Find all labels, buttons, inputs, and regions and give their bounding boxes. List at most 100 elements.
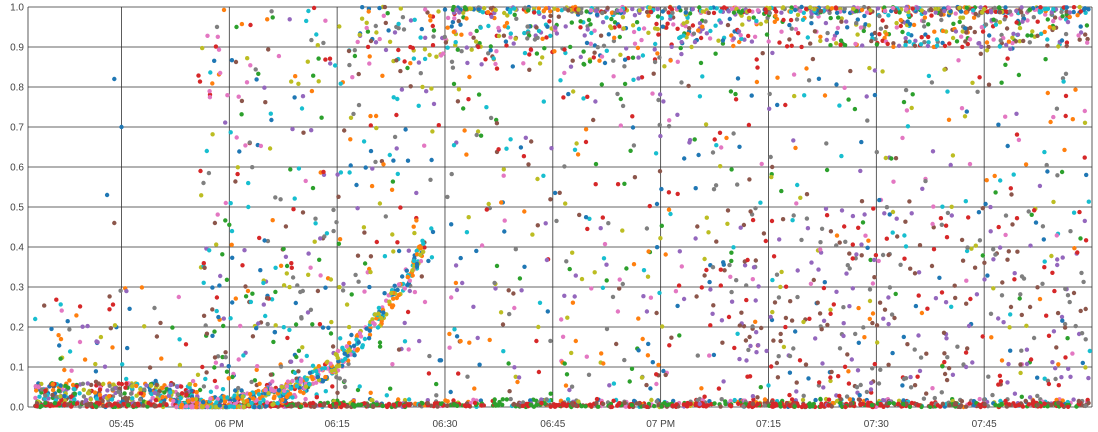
data-point: [213, 44, 219, 49]
data-point: [977, 238, 983, 243]
data-point: [880, 252, 886, 258]
data-point: [562, 47, 567, 52]
data-point: [850, 242, 855, 247]
data-point: [748, 343, 753, 349]
data-point: [787, 22, 792, 28]
data-point: [675, 59, 680, 64]
data-point: [422, 47, 428, 52]
data-point: [828, 15, 833, 21]
data-point: [685, 31, 690, 37]
data-point: [838, 397, 843, 402]
data-point: [696, 28, 701, 33]
data-point: [820, 361, 825, 366]
data-point: [570, 402, 575, 407]
data-point: [455, 403, 460, 408]
data-point: [248, 299, 254, 305]
data-point: [825, 5, 830, 10]
data-point: [610, 294, 616, 300]
data-point: [548, 338, 553, 344]
data-point: [314, 32, 319, 37]
data-point: [451, 143, 457, 148]
data-point: [1079, 270, 1084, 276]
data-point: [521, 154, 527, 159]
data-point: [315, 288, 321, 294]
data-point: [536, 324, 541, 330]
data-point: [884, 205, 890, 210]
data-point: [1083, 337, 1088, 342]
data-point: [296, 166, 302, 171]
data-point: [244, 398, 250, 403]
data-point: [448, 389, 453, 395]
data-point: [289, 261, 294, 266]
data-point: [350, 75, 355, 80]
data-point: [939, 390, 944, 395]
data-point: [928, 7, 934, 12]
data-point: [110, 302, 116, 307]
data-point: [504, 397, 509, 402]
data-point: [843, 239, 848, 244]
data-point: [968, 25, 973, 31]
data-point: [750, 217, 756, 223]
data-point: [907, 199, 912, 204]
data-point: [1026, 209, 1031, 214]
data-point: [661, 368, 666, 374]
data-point: [221, 7, 227, 13]
data-point: [375, 325, 381, 330]
data-point: [88, 397, 94, 402]
data-point: [753, 206, 758, 211]
data-point: [924, 391, 929, 396]
data-point: [335, 348, 341, 354]
data-point: [1016, 402, 1021, 408]
data-point: [465, 374, 470, 379]
data-point: [325, 359, 330, 364]
data-point: [668, 211, 673, 217]
data-point: [794, 380, 799, 385]
data-point: [283, 254, 289, 259]
data-point: [542, 46, 547, 51]
data-point: [889, 312, 895, 317]
data-point: [834, 233, 840, 238]
data-point: [1067, 10, 1073, 15]
data-point: [337, 285, 342, 290]
data-point: [732, 397, 737, 403]
data-point: [269, 297, 275, 302]
data-point: [338, 170, 344, 175]
data-point: [524, 401, 529, 407]
data-point: [911, 22, 917, 28]
data-point: [271, 339, 276, 345]
data-point: [535, 223, 540, 228]
data-point: [436, 123, 441, 128]
data-point: [783, 102, 788, 108]
data-point: [980, 253, 985, 258]
data-point: [1064, 5, 1070, 10]
data-point: [291, 207, 296, 212]
data-point: [347, 170, 352, 175]
data-point: [693, 186, 698, 191]
data-point: [980, 29, 986, 34]
data-point: [703, 122, 709, 127]
data-point: [130, 384, 135, 389]
data-point: [548, 13, 553, 19]
data-point: [454, 287, 460, 293]
data-point: [555, 7, 560, 13]
data-point: [679, 264, 684, 269]
data-point: [934, 37, 940, 42]
data-point: [615, 309, 621, 314]
data-point: [635, 45, 641, 51]
data-point: [306, 272, 311, 277]
data-point: [396, 21, 401, 27]
data-point: [334, 375, 339, 380]
data-point: [403, 127, 408, 132]
data-point: [930, 221, 935, 227]
data-point: [1055, 173, 1060, 178]
data-point: [194, 401, 199, 406]
data-point: [284, 384, 290, 389]
data-point: [841, 305, 846, 310]
data-point: [718, 164, 723, 169]
data-point: [861, 325, 866, 330]
data-point: [75, 401, 80, 406]
data-point: [654, 21, 659, 27]
data-point: [631, 143, 637, 148]
data-point: [1007, 402, 1012, 407]
data-point: [988, 229, 993, 234]
